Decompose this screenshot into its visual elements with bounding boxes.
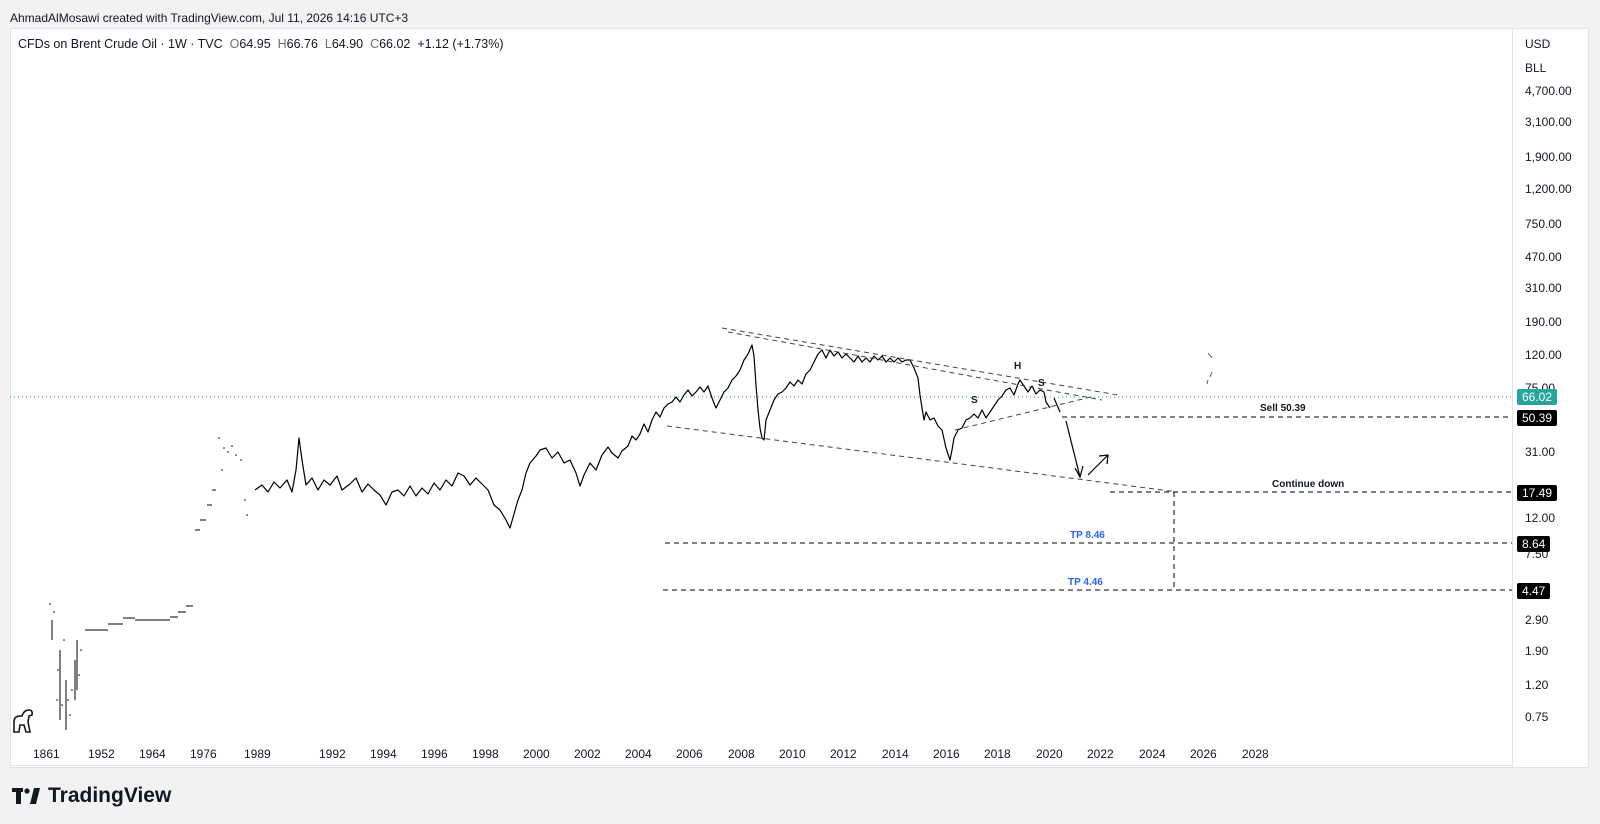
descending-trendline-lower — [666, 425, 1179, 493]
time-tick-label: 2014 — [882, 747, 909, 761]
open-label: O — [229, 37, 240, 51]
level-price-badge: 17.49 — [1517, 485, 1558, 501]
tradingview-dino-icon[interactable] — [10, 708, 34, 734]
symbol-name[interactable]: CFDs on Brent Crude Oil · 1W · TVC — [18, 37, 223, 51]
time-tick-label: 1992 — [319, 747, 346, 761]
time-tick-label: 2022 — [1087, 747, 1114, 761]
sell-annotation: Sell 50.39 — [1260, 403, 1306, 414]
early-history-dots — [49, 437, 248, 716]
high-label: H — [277, 37, 287, 51]
time-tick-label: 2004 — [625, 747, 652, 761]
level-price-badge: 4.47 — [1517, 583, 1551, 599]
time-tick-label: 1996 — [421, 747, 448, 761]
close-value: 66.02 — [379, 37, 411, 51]
level-price-badge: 50.39 — [1517, 410, 1558, 426]
symbol-legend[interactable]: CFDs on Brent Crude Oil · 1W · TVC O64.9… — [18, 37, 504, 51]
faint-future-marks — [1206, 352, 1213, 385]
time-tick-label: 2020 — [1036, 747, 1063, 761]
time-tick-label: 2018 — [984, 747, 1011, 761]
tp2-annotation: TP 4.46 — [1068, 577, 1103, 588]
time-tick-label: 1994 — [370, 747, 397, 761]
time-tick-label: 2016 — [933, 747, 960, 761]
time-tick-label: 2000 — [523, 747, 550, 761]
currency-button[interactable]: USD — [1525, 37, 1551, 51]
price-tick-label: 12.00 — [1525, 511, 1556, 525]
ascending-neckline — [954, 395, 1096, 431]
price-tick-label: 4,700.00 — [1525, 84, 1572, 98]
time-tick-label: 1952 — [88, 747, 115, 761]
head-annotation: H — [1014, 361, 1022, 372]
tradingview-wordmark: TradingView — [48, 784, 172, 807]
time-tick-label: 2006 — [676, 747, 703, 761]
left-shoulder-annotation: S — [971, 395, 978, 406]
time-tick-label: 2012 — [830, 747, 857, 761]
time-tick-label: 2026 — [1190, 747, 1217, 761]
unit-button[interactable]: BLL — [1525, 61, 1547, 75]
low-label: L — [324, 37, 332, 51]
time-tick-label: 2008 — [728, 747, 755, 761]
high-value: 66.76 — [286, 37, 318, 51]
price-tick-label: 31.00 — [1525, 445, 1556, 459]
price-scale-divider — [1512, 28, 1513, 768]
right-shoulder-annotation: S — [1038, 378, 1045, 389]
price-tick-label: 2.90 — [1525, 613, 1549, 627]
descending-trendline-upper — [721, 327, 1119, 401]
time-tick-label: 2024 — [1139, 747, 1166, 761]
time-tick-label: 2028 — [1242, 747, 1269, 761]
price-tick-label: 1.20 — [1525, 678, 1549, 692]
time-tick-label: 2002 — [574, 747, 601, 761]
last-price-badge: 66.02 — [1517, 389, 1558, 405]
early-history-ticks — [51, 489, 216, 730]
price-tick-label: 3,100.00 — [1525, 115, 1572, 129]
price-tick-label: 1.90 — [1525, 644, 1549, 658]
close-label: C — [370, 37, 380, 51]
level-price-badge: 8.64 — [1517, 536, 1551, 552]
price-tick-label: 310.00 — [1525, 281, 1562, 295]
time-tick-label: 2010 — [779, 747, 806, 761]
change-value: +1.12 (+1.73%) — [417, 37, 504, 51]
continue-down-annotation: Continue down — [1272, 479, 1345, 490]
price-tick-label: 0.75 — [1525, 710, 1549, 724]
projection-arrows — [1053, 397, 1109, 479]
chart-credit: AhmadAlMosawi created with TradingView.c… — [10, 11, 409, 25]
time-tick-label: 1861 — [33, 747, 60, 761]
time-tick-label: 1964 — [139, 747, 166, 761]
price-tick-label: 190.00 — [1525, 315, 1562, 329]
price-tick-label: 750.00 — [1525, 217, 1562, 231]
price-tick-label: 1,200.00 — [1525, 182, 1572, 196]
time-scale-divider — [10, 765, 1512, 766]
low-value: 64.90 — [331, 37, 364, 51]
tradingview-logo-icon — [12, 788, 40, 804]
time-tick-label: 1998 — [472, 747, 499, 761]
chart-pane[interactable] — [10, 28, 1589, 768]
time-tick-label: 1976 — [190, 747, 217, 761]
open-value: 64.95 — [239, 37, 271, 51]
price-series-line — [254, 344, 1051, 529]
price-tick-label: 1,900.00 — [1525, 150, 1572, 164]
time-tick-label: 1989 — [244, 747, 271, 761]
tp1-annotation: TP 8.46 — [1070, 530, 1105, 541]
price-tick-label: 470.00 — [1525, 250, 1562, 264]
price-tick-label: 120.00 — [1525, 348, 1562, 362]
tradingview-footer-logo[interactable]: TradingView — [12, 784, 171, 808]
